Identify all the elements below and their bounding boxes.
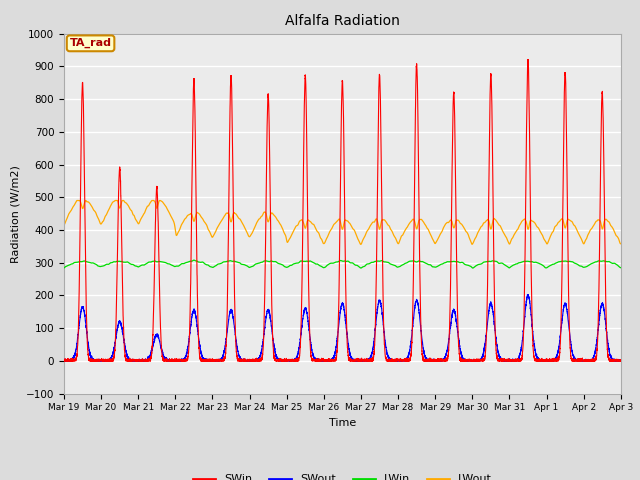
SWout <box>324 358 332 364</box>
LWout <box>617 241 625 247</box>
LWout <box>594 217 602 223</box>
LWout <box>587 227 595 232</box>
SWout <box>60 358 68 364</box>
LWout <box>73 198 81 204</box>
LWout <box>324 234 332 240</box>
SWout <box>594 333 602 338</box>
X-axis label: Time: Time <box>329 418 356 428</box>
SWout <box>483 327 490 333</box>
LWin <box>483 259 491 264</box>
LWout <box>483 217 491 223</box>
LWin <box>594 258 602 264</box>
SWin <box>483 324 490 330</box>
SWin <box>324 358 332 364</box>
Title: Alfalfa Radiation: Alfalfa Radiation <box>285 14 400 28</box>
SWout <box>587 357 595 362</box>
Line: SWin: SWin <box>64 60 621 361</box>
Line: LWin: LWin <box>64 260 621 268</box>
LWin <box>587 261 595 267</box>
SWout <box>524 292 531 298</box>
LWin <box>250 263 257 269</box>
Text: TA_rad: TA_rad <box>70 38 111 48</box>
LWin <box>190 257 198 263</box>
SWin <box>250 357 257 362</box>
Legend: SWin, SWout, LWin, LWout: SWin, SWout, LWin, LWout <box>189 470 496 480</box>
SWin <box>467 357 475 363</box>
LWin <box>469 265 477 271</box>
SWin <box>594 340 602 346</box>
LWout <box>60 222 68 228</box>
SWout <box>617 358 625 364</box>
LWout <box>467 240 475 245</box>
SWin <box>587 358 595 364</box>
Line: SWout: SWout <box>64 295 621 361</box>
LWout <box>250 228 257 233</box>
LWin <box>467 264 475 269</box>
SWin <box>60 358 68 364</box>
Line: LWout: LWout <box>64 201 621 244</box>
LWin <box>324 262 332 268</box>
SWout <box>467 357 475 363</box>
LWout <box>357 241 365 247</box>
LWin <box>617 265 625 271</box>
SWin <box>524 57 532 62</box>
SWout <box>250 358 257 363</box>
LWin <box>60 265 68 271</box>
Y-axis label: Radiation (W/m2): Radiation (W/m2) <box>10 165 20 263</box>
SWin <box>617 358 625 364</box>
